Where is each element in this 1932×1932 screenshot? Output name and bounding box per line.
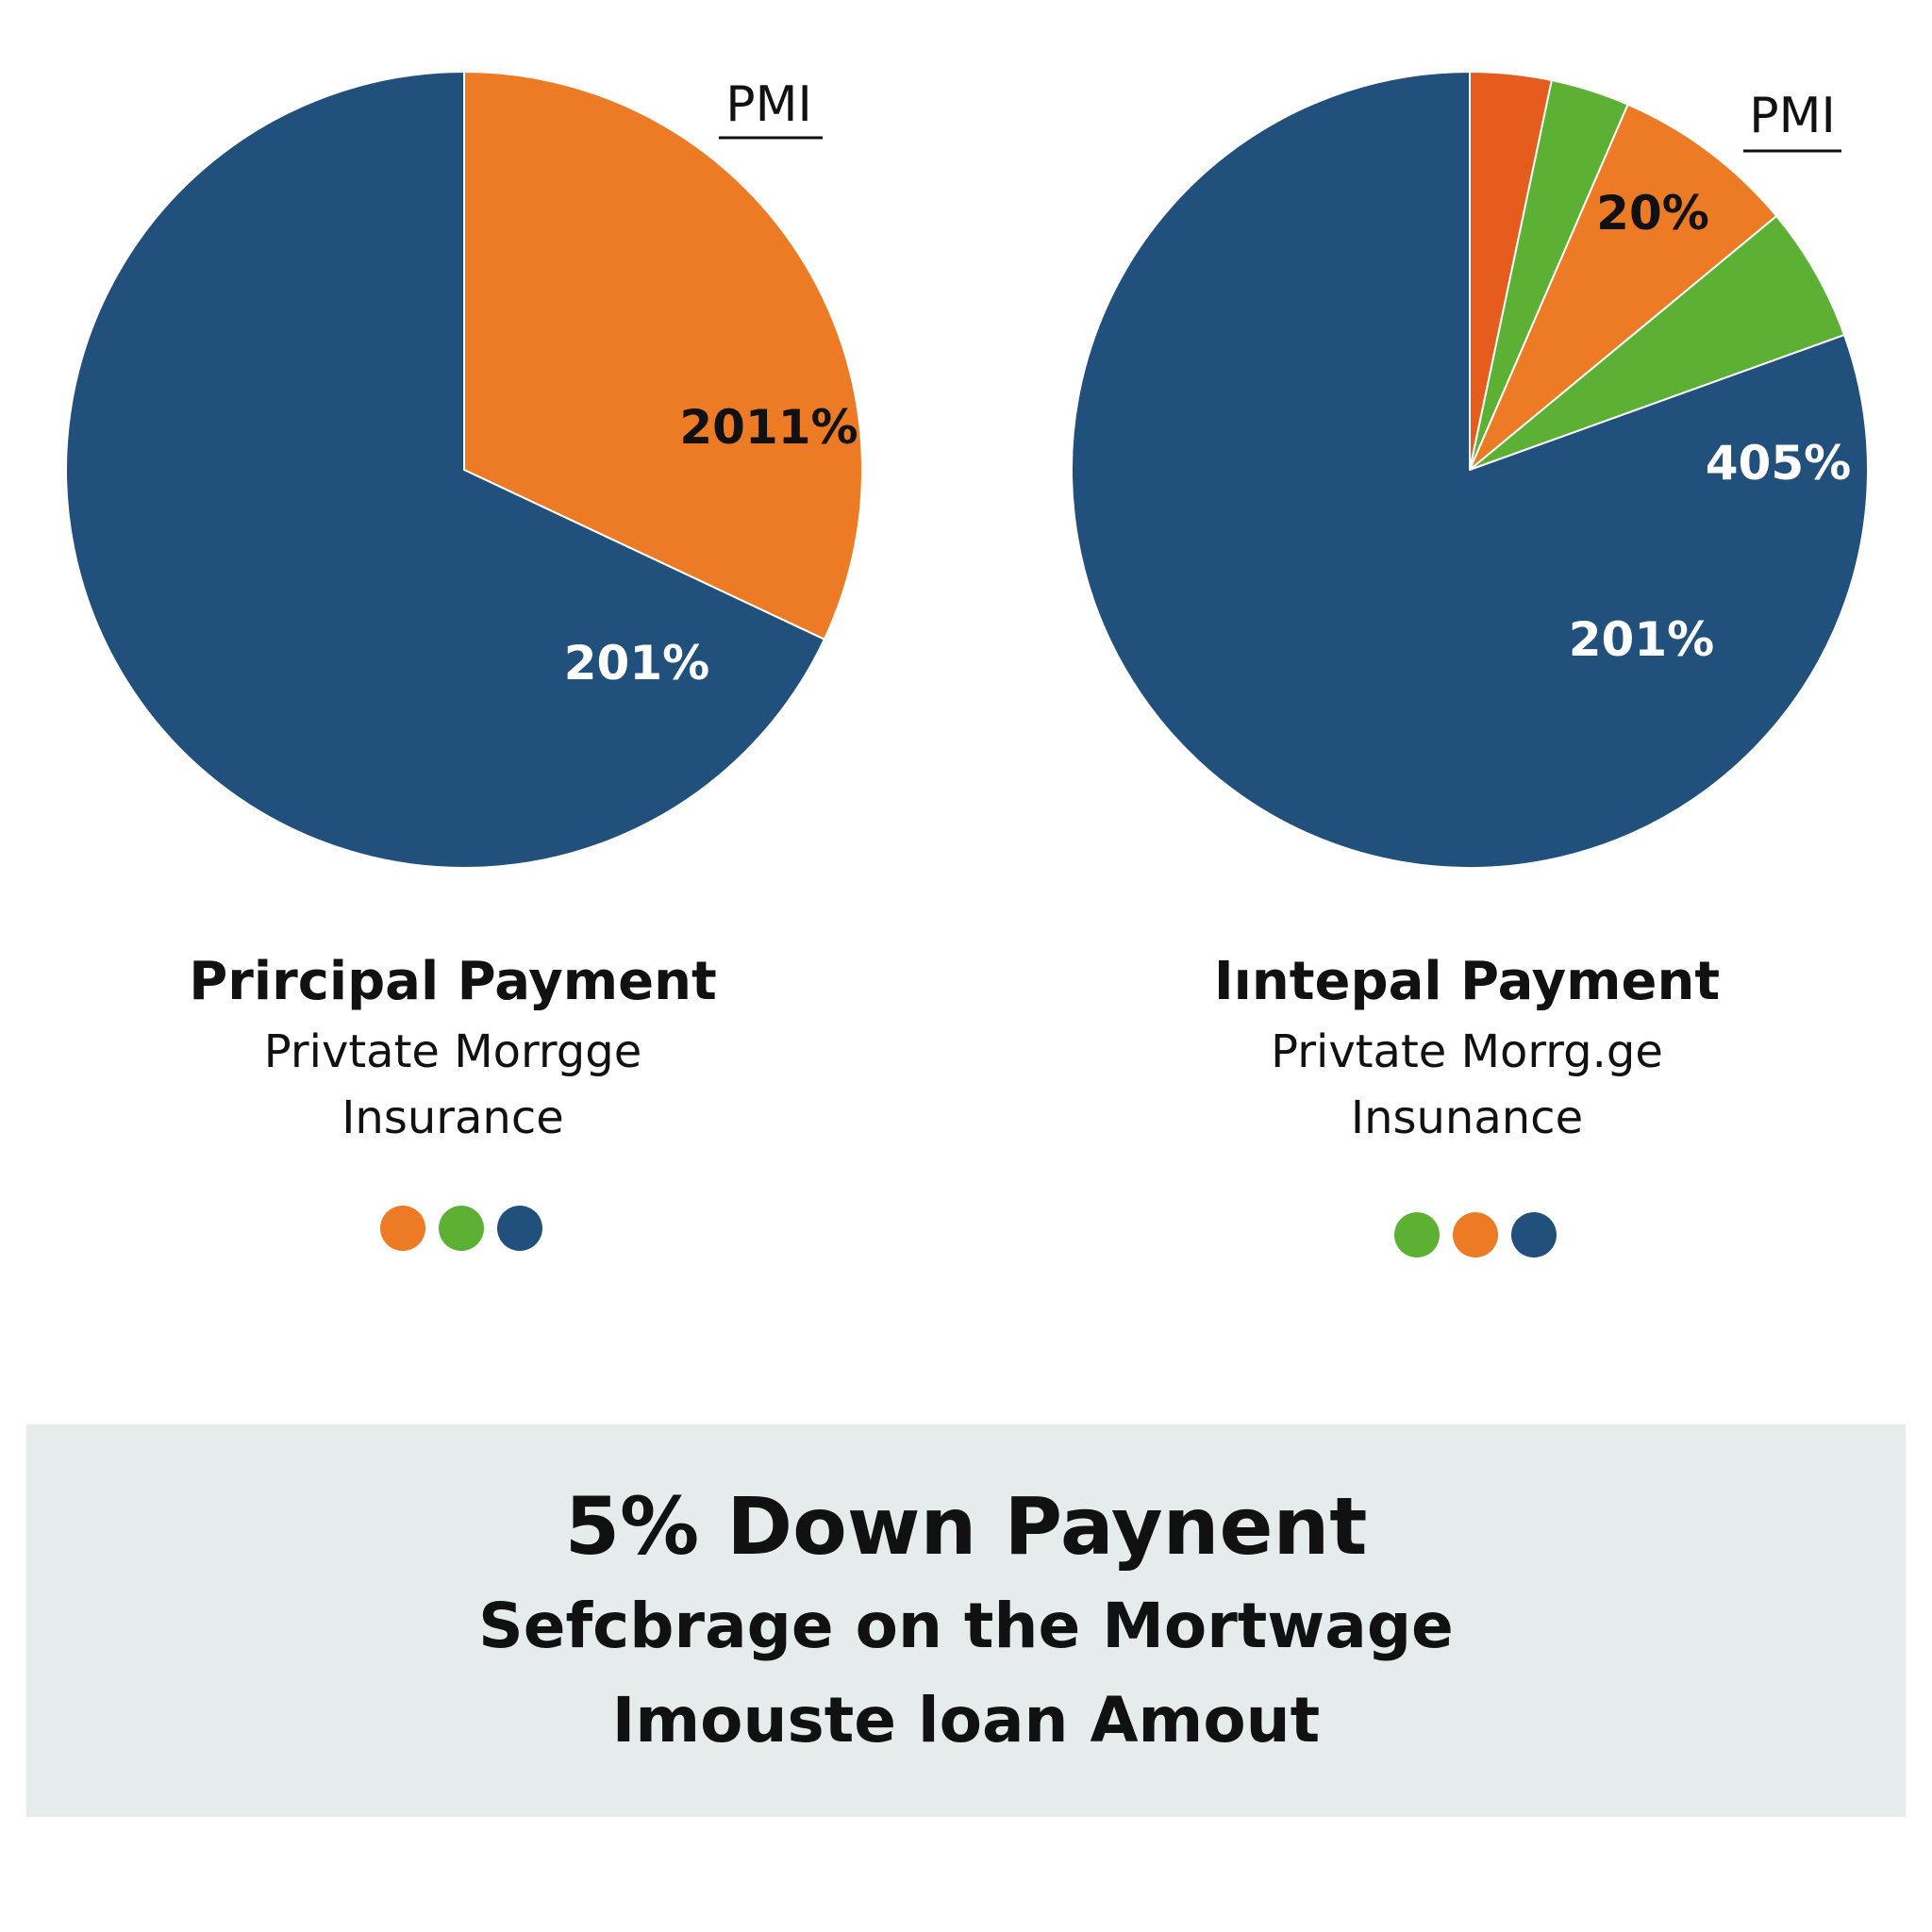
pie-slice [65, 71, 825, 869]
chart-1-legend-dots [380, 1206, 542, 1251]
chart-2-subtitle: Privtate Morrg.ge Insunance [1271, 1025, 1663, 1144]
chart-2-caption: Iıntepal Payment Privtate Morrg.ge Insun… [1160, 951, 1774, 1151]
slice-label: 2011% [679, 400, 858, 455]
pie-chart-1: 2011% 201% PMI [65, 71, 864, 869]
slice-label: 20% [1596, 186, 1709, 241]
pmi-annotation: PMI [725, 76, 812, 133]
legend-dot [1394, 1212, 1440, 1257]
legend-dot [1453, 1212, 1498, 1257]
slice-label: 201% [564, 636, 709, 691]
chart-2-legend-dots [1394, 1212, 1557, 1257]
legend-dot [380, 1206, 425, 1251]
legend-dot [439, 1206, 484, 1251]
charts-area: 2011% 201% PMI 20% 405% 201% PMI [65, 71, 1869, 869]
summary-heading: 5% Down Paynent [564, 1480, 1368, 1573]
chart-1-title: Prircipal Payment [189, 951, 717, 1012]
legend-dot [1511, 1212, 1557, 1257]
summary-line-3: Imouste loan Amout [611, 1684, 1321, 1757]
legend-dot [497, 1206, 542, 1251]
pmi-annotation: PMI [1749, 88, 1836, 144]
summary-line-2: Sefcbrage on the Mortwage [478, 1590, 1454, 1662]
pie-chart-2: 20% 405% 201% PMI [1071, 71, 1869, 869]
summary-panel: 5% Down Paynent Sefcbrage on the Mortwag… [26, 1424, 1906, 1817]
pie-slice [463, 71, 864, 641]
pie-slice [1469, 215, 1846, 471]
pie-slice [1071, 71, 1869, 869]
chart-1-subtitle: Privtate Morrgge Insurance [263, 1025, 642, 1144]
slice-label: 201% [1569, 612, 1714, 667]
slice-label: 405% [1706, 436, 1851, 491]
chart-2-title: Iıntepal Payment [1213, 951, 1721, 1012]
chart-1-caption: Prircipal Payment Privtate Morrgge Insur… [151, 951, 755, 1151]
pie-slice [1469, 103, 1778, 471]
